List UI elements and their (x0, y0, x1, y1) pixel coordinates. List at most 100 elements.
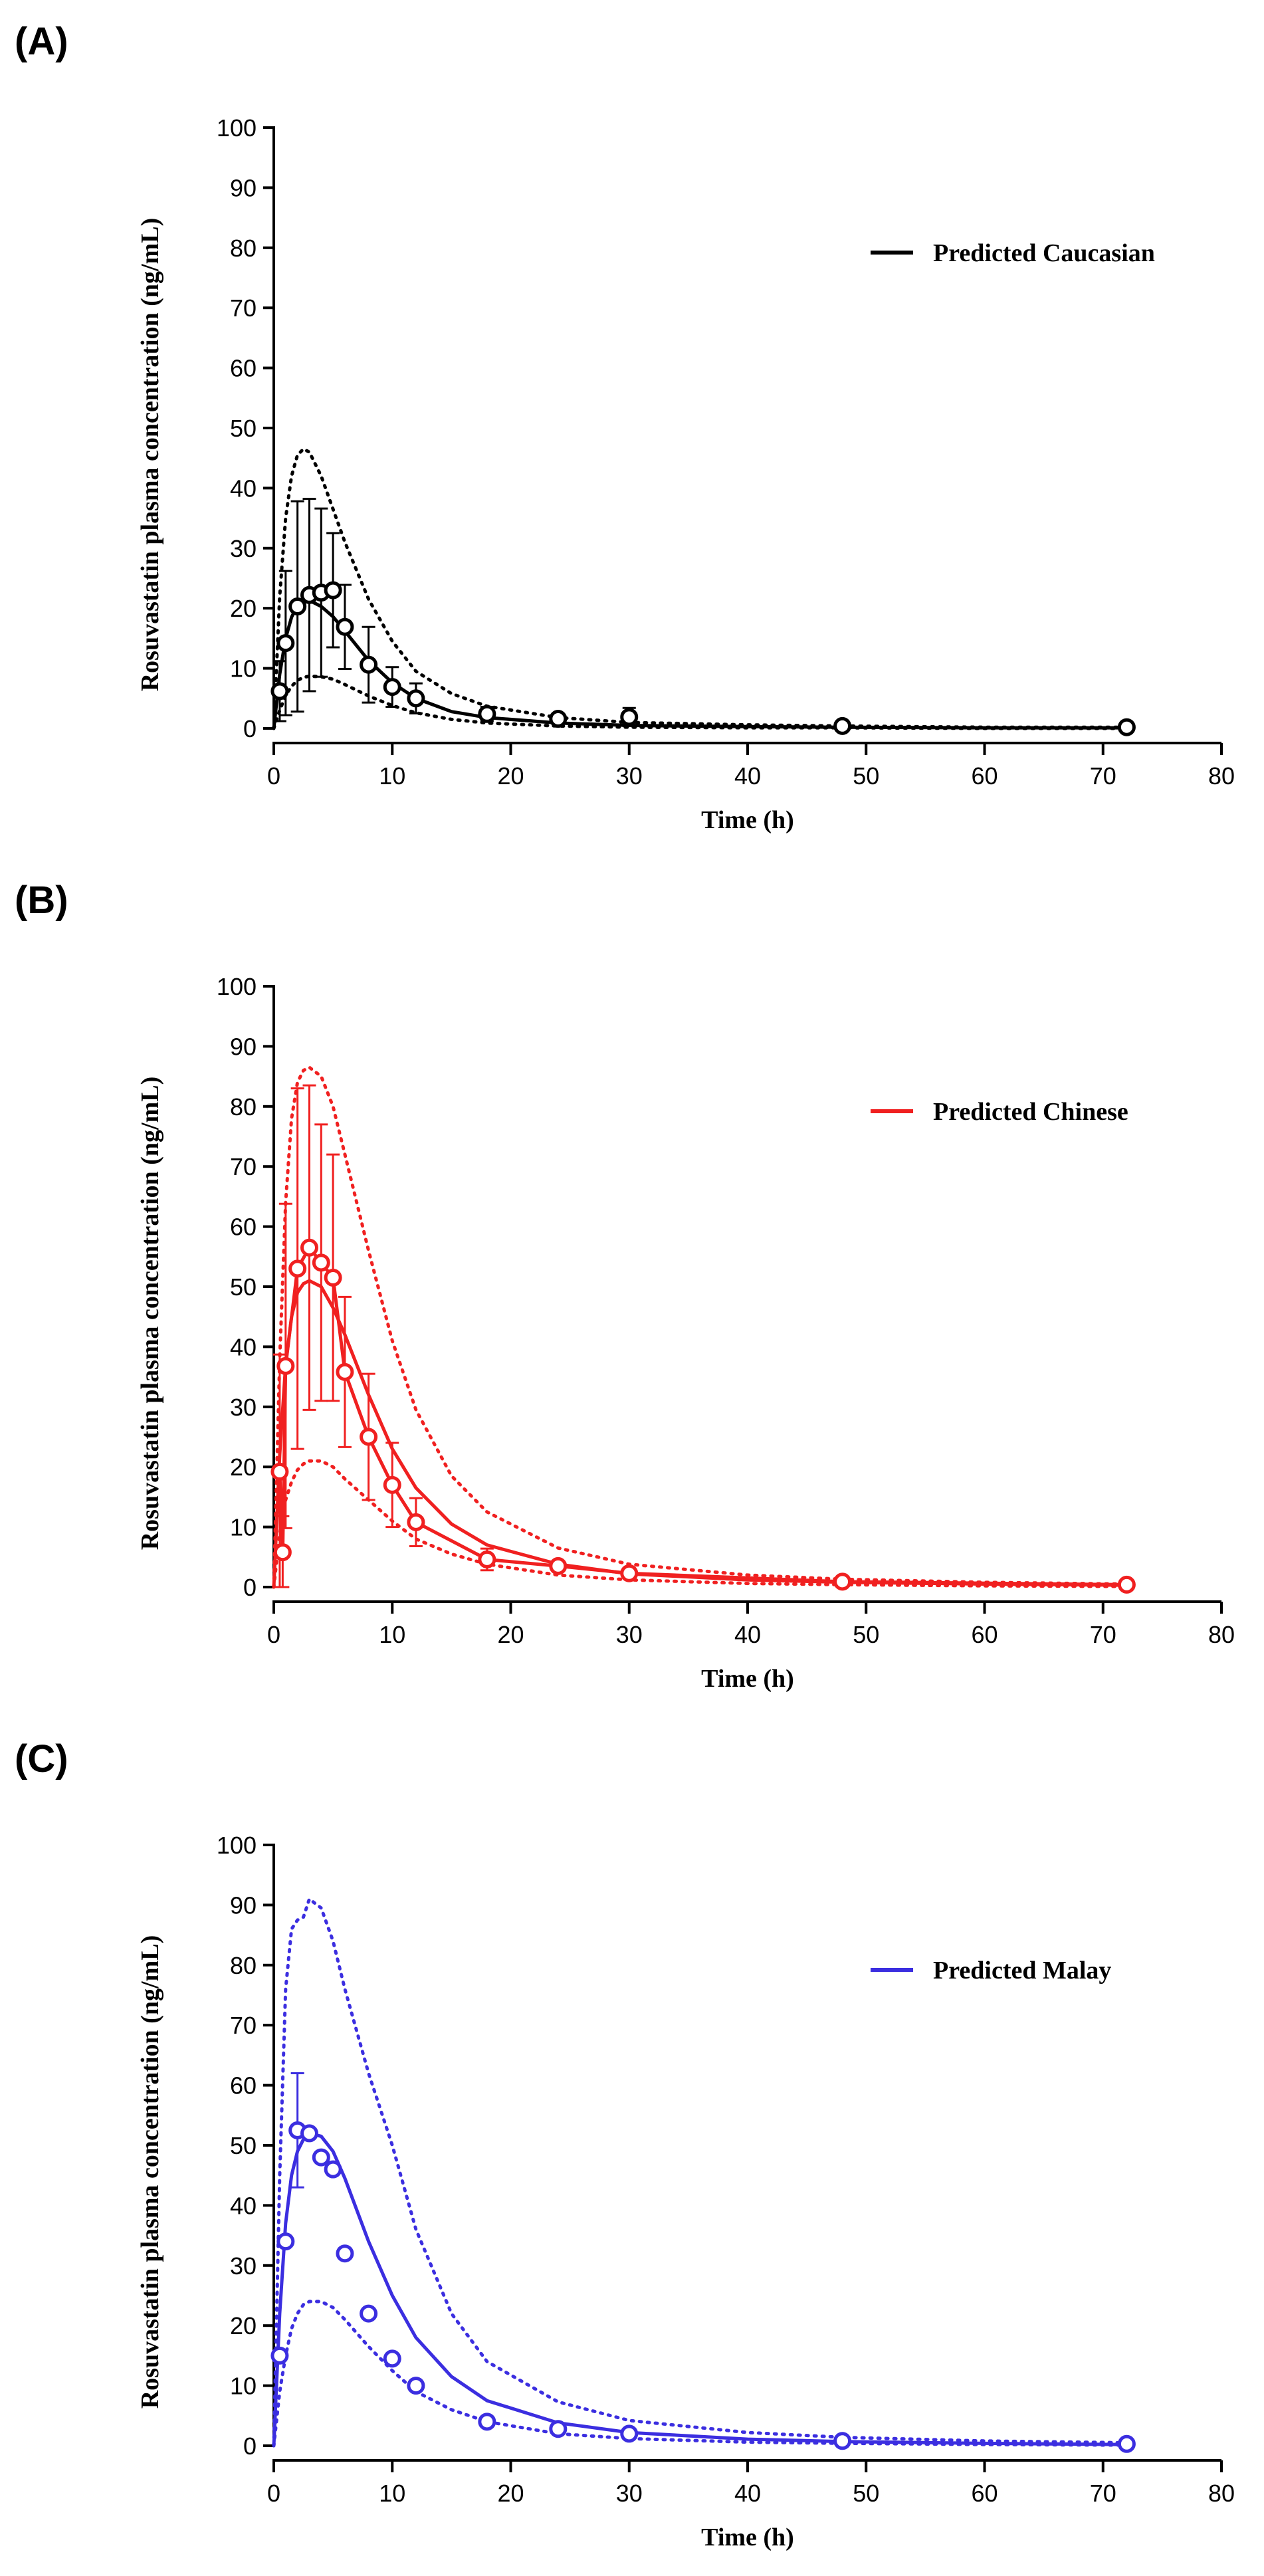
y-tick-label: 90 (230, 1891, 257, 1919)
chart-panel-b: (B) 0 10 20 30 40 50 60 70 80 90 100 0 10 20 30 40 50 60 70… (0, 859, 1264, 1717)
predicted-mean-line (272, 598, 1127, 730)
y-tick-label: 30 (230, 1394, 257, 1421)
observed-point (273, 1543, 292, 1562)
y-tick-label: 10 (230, 655, 257, 683)
y-tick-label: 40 (230, 475, 257, 502)
y-tick-label: 70 (230, 1153, 257, 1180)
y-tick-label: 50 (230, 1273, 257, 1301)
x-tick-label: 40 (734, 762, 761, 790)
observed-point (833, 2432, 852, 2450)
y-tick-label: 80 (230, 235, 257, 262)
legend-label: Predicted Chinese (933, 1098, 1128, 1126)
predicted-mean-line (272, 1279, 1127, 1588)
observed-point (360, 2304, 378, 2323)
observed-point (360, 655, 378, 674)
observed-point (407, 689, 425, 708)
y-axis-title: Rosuvastatin plasma concentration (ng/mL… (136, 1935, 164, 2409)
x-tick-label: 10 (379, 1621, 405, 1648)
observed-point (1117, 2434, 1136, 2453)
x-axis-title: Time (h) (701, 806, 794, 834)
y-tick-label: 90 (230, 174, 257, 201)
observed-point (336, 617, 354, 636)
observed-point (407, 2377, 425, 2395)
y-tick-label: 100 (217, 1832, 257, 1859)
observed-point (336, 1362, 354, 1381)
x-tick-label: 20 (497, 1621, 524, 1648)
y-tick-label: 50 (230, 415, 257, 442)
x-tick-label: 40 (734, 2480, 761, 2507)
y-tick-label: 30 (230, 2252, 257, 2280)
y-tick-label: 60 (230, 2072, 257, 2099)
y-axis-title: Rosuvastatin plasma concentration (ng/mL… (136, 1077, 164, 1551)
x-tick-label: 60 (971, 762, 998, 790)
observed-point (383, 1475, 401, 1494)
observed-point (300, 2124, 318, 2143)
observed-point (300, 1238, 318, 1257)
observed-point (276, 634, 295, 653)
x-tick-label: 30 (616, 2480, 643, 2507)
predicted-mean-line (272, 2131, 1127, 2446)
panel-label: (C) (15, 1737, 68, 1780)
x-tick-label: 70 (1090, 2480, 1116, 2507)
observed-point (833, 1572, 852, 1591)
observed-point (276, 2232, 295, 2251)
chart-c: (C) 0 10 20 30 40 50 60 70 80 90 100 0 10 20 30 40 50 60 70… (15, 1737, 1235, 2551)
x-tick-label: 80 (1208, 2480, 1235, 2507)
observed-point (270, 2346, 289, 2365)
chart-panel-c: (C) 0 10 20 30 40 50 60 70 80 90 100 0 10 20 30 40 50 60 70… (0, 1717, 1264, 2576)
y-tick-label: 20 (230, 595, 257, 622)
observed-point (1117, 718, 1136, 736)
predicted-lower-bound-line (272, 1459, 1128, 1589)
x-tick-label: 0 (267, 1621, 280, 1648)
x-tick-label: 50 (853, 1621, 879, 1648)
observed-line (278, 1244, 1127, 1586)
predicted-lower-bound-line (272, 2300, 1128, 2448)
observed-point (288, 597, 307, 615)
observed-point (549, 710, 568, 728)
chart-panel-a: (A) 0 10 20 30 40 50 60 70 80 90 100 0 10 20 30 40 50 60 70… (0, 0, 1264, 859)
legend-label: Predicted Malay (933, 1957, 1111, 1985)
observed-point (549, 1556, 568, 1575)
observed-point (324, 2160, 342, 2179)
observed-point (383, 2349, 401, 2368)
observed-point (478, 2413, 496, 2431)
x-tick-label: 50 (853, 762, 879, 790)
x-tick-label: 30 (616, 1621, 643, 1648)
y-tick-label: 0 (243, 1574, 257, 1601)
observed-point (478, 1550, 496, 1568)
x-tick-label: 70 (1090, 1621, 1116, 1648)
x-tick-label: 80 (1208, 762, 1235, 790)
y-tick-label: 20 (230, 1453, 257, 1481)
y-tick-label: 100 (217, 114, 257, 142)
legend-label: Predicted Caucasian (933, 239, 1155, 267)
x-tick-label: 0 (267, 762, 280, 790)
observed-point (312, 1253, 330, 1272)
observed-point (620, 708, 639, 726)
x-tick-label: 60 (971, 2480, 998, 2507)
y-tick-label: 80 (230, 1093, 257, 1121)
y-tick-label: 60 (230, 1214, 257, 1241)
y-tick-label: 0 (243, 715, 257, 742)
chart-a: (A) 0 10 20 30 40 50 60 70 80 90 100 0 10 20 30 40 50 60 70… (15, 20, 1235, 834)
observed-point (324, 581, 342, 599)
observed-point (288, 1259, 307, 1278)
y-tick-label: 40 (230, 2192, 257, 2219)
y-tick-label: 70 (230, 2012, 257, 2039)
y-tick-label: 100 (217, 973, 257, 1000)
y-tick-label: 80 (230, 1952, 257, 1979)
y-tick-label: 10 (230, 2373, 257, 2400)
y-tick-label: 70 (230, 294, 257, 322)
x-axis-title: Time (h) (701, 1665, 794, 1693)
x-tick-label: 10 (379, 2480, 405, 2507)
x-tick-label: 80 (1208, 1621, 1235, 1648)
x-tick-label: 70 (1090, 762, 1116, 790)
y-axis-title: Rosuvastatin plasma concentration (ng/mL… (136, 218, 164, 692)
observed-point (276, 1356, 295, 1375)
y-tick-label: 10 (230, 1514, 257, 1541)
x-tick-label: 20 (497, 2480, 524, 2507)
observed-point (1117, 1575, 1136, 1594)
y-tick-label: 60 (230, 355, 257, 382)
y-tick-label: 50 (230, 2132, 257, 2159)
chart-b: (B) 0 10 20 30 40 50 60 70 80 90 100 0 10 20 30 40 50 60 70… (15, 879, 1235, 1693)
observed-point (407, 1513, 425, 1531)
